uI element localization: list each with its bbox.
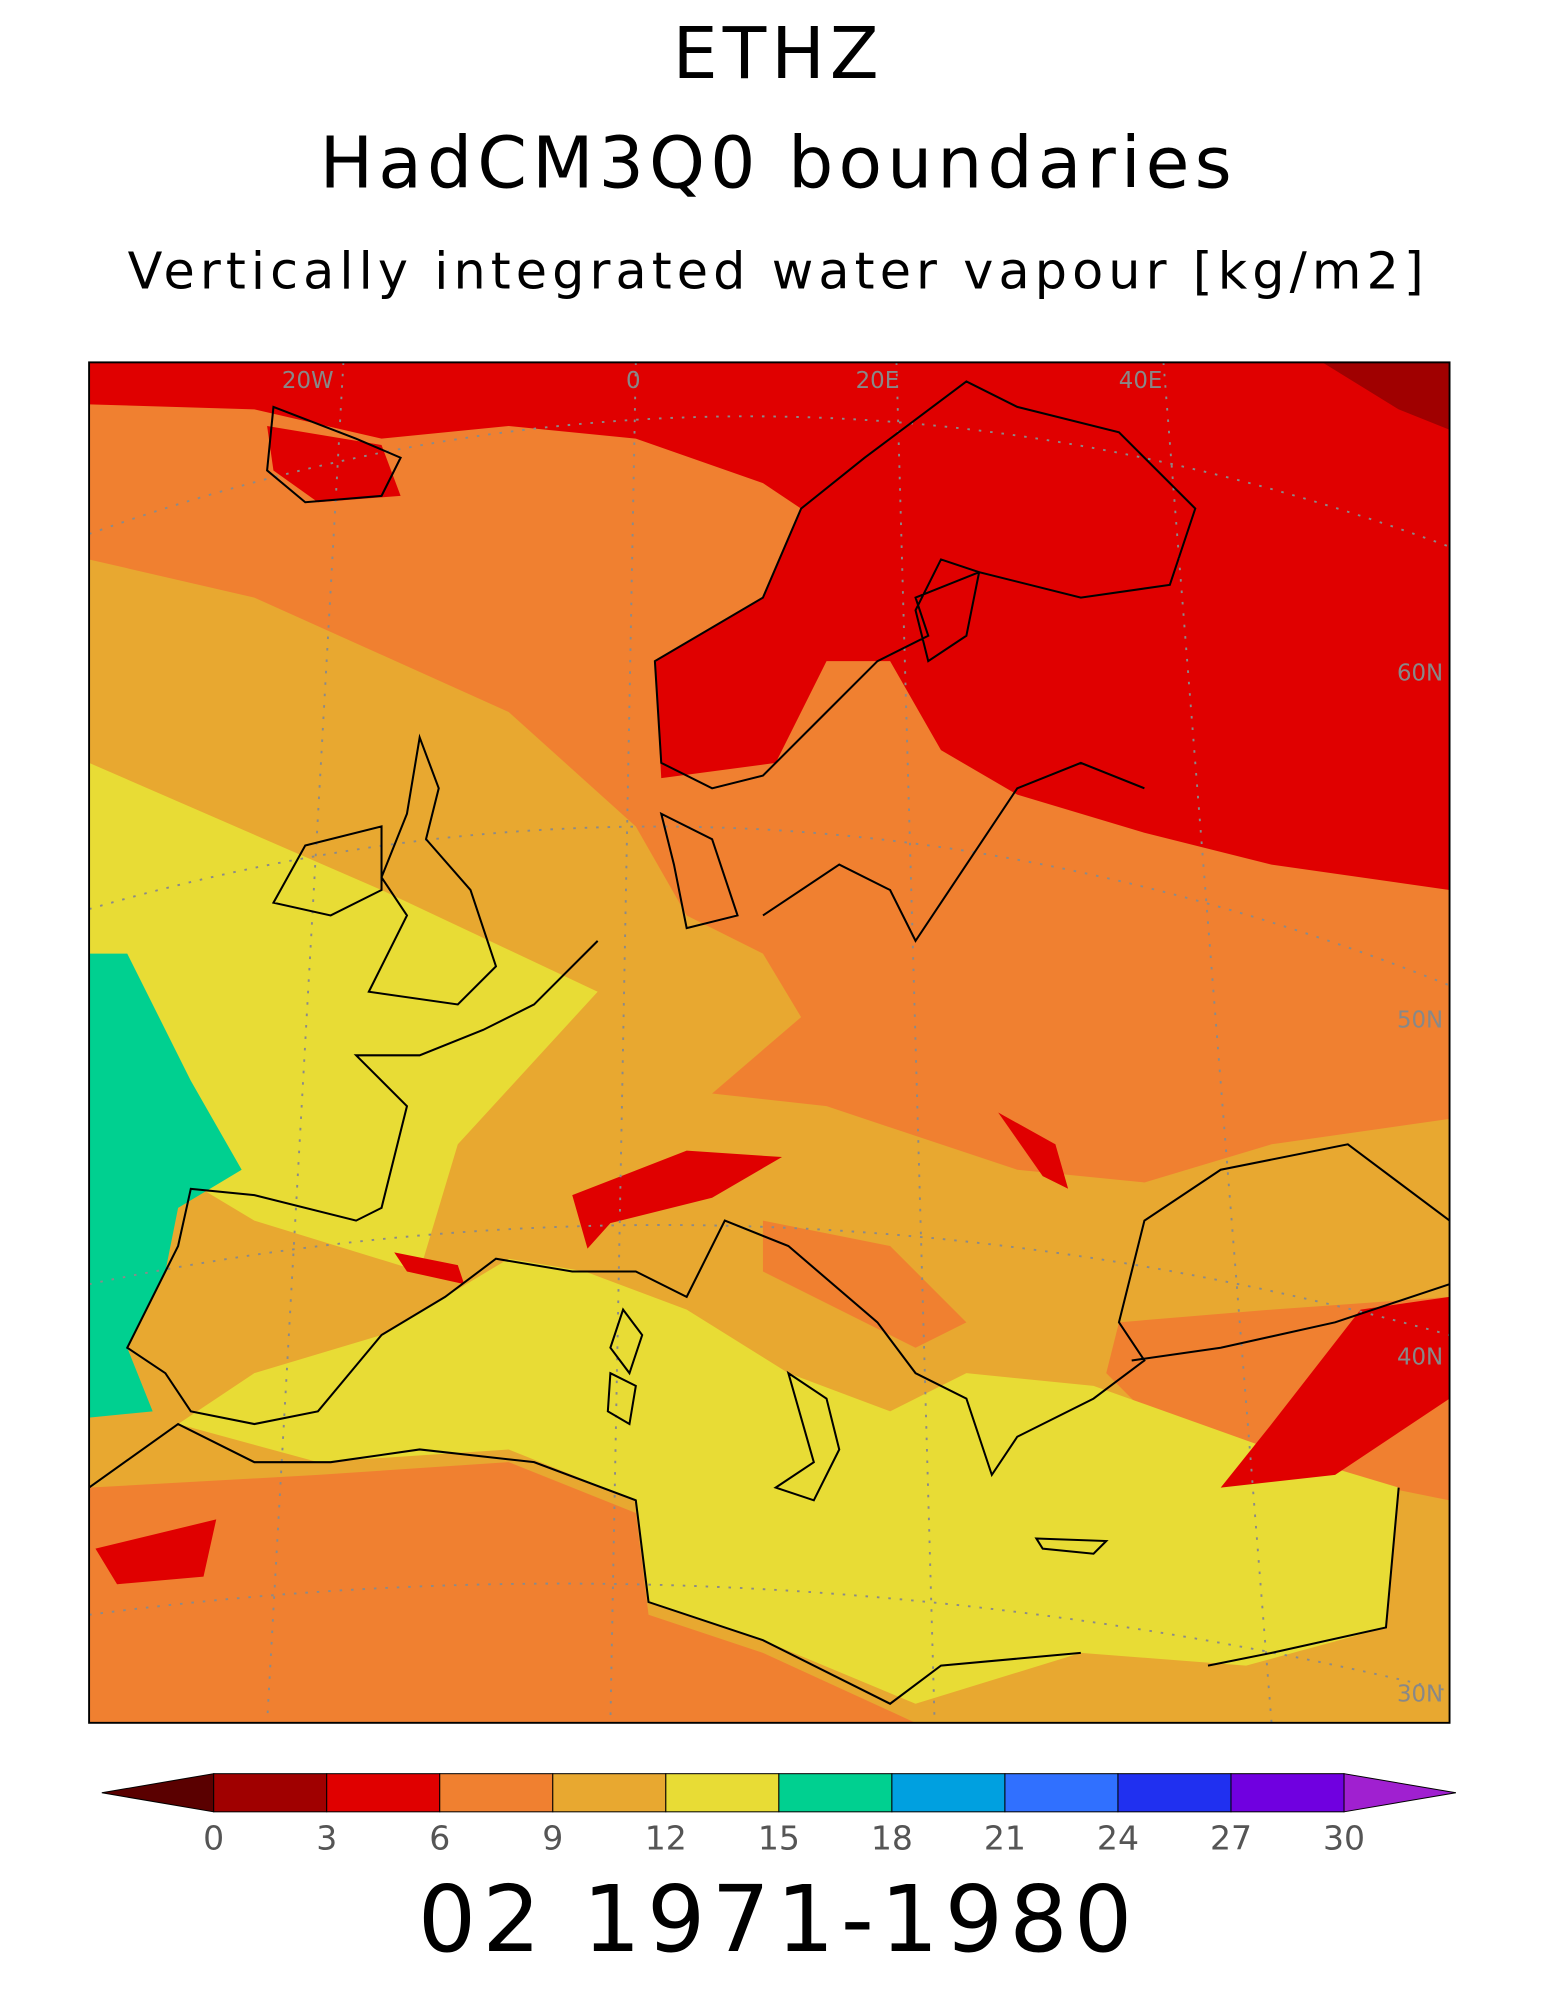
lon-label: 20E <box>856 368 900 394</box>
field-region <box>1322 362 1450 430</box>
field-region <box>89 953 242 1418</box>
map-frame <box>88 361 1451 1724</box>
colorbar-tick-label: 0 <box>203 1818 224 1857</box>
colorbar-bin <box>778 1773 893 1813</box>
colorbar-tick-label: 12 <box>645 1818 687 1857</box>
colorbar: 0 3 6 9 12 15 18 21 24 27 30 <box>101 1773 1456 1857</box>
colorbar-bin <box>1230 1773 1345 1813</box>
colorbar-bin <box>665 1773 780 1813</box>
colorbar-tick-label: 21 <box>984 1818 1026 1857</box>
title: ETHZ <box>673 12 884 95</box>
field-region <box>267 425 401 503</box>
lat-label: 30N <box>1397 1681 1443 1707</box>
colorbar-tick-label: 9 <box>542 1818 563 1857</box>
map-field <box>89 362 1450 1723</box>
field-region <box>394 1252 465 1285</box>
field-region <box>572 1150 783 1249</box>
colorbar-tick-label: 24 <box>1097 1818 1139 1857</box>
lat-label: 40N <box>1397 1344 1443 1370</box>
field-region <box>89 362 1450 891</box>
colorbar-bin <box>439 1773 554 1813</box>
colorbar-tick-label: 27 <box>1210 1818 1252 1857</box>
colorbar-tick-label: 6 <box>429 1818 450 1857</box>
colorbar-bin <box>552 1773 667 1813</box>
field-region <box>1118 1163 1450 1310</box>
variable-title: Vertically integrated water vapour [kg/m… <box>128 242 1429 301</box>
lat-label: 50N <box>1397 1007 1443 1033</box>
colorbar-tick-label: 18 <box>871 1818 913 1857</box>
colorbar-bin <box>1117 1773 1232 1813</box>
colorbar-bin <box>213 1773 328 1813</box>
footer: 02 1971-1980 <box>418 1866 1139 1973</box>
field-region <box>998 1112 1069 1189</box>
colorbar-bin <box>326 1773 441 1813</box>
lon-label: 40E <box>1119 368 1163 394</box>
colorbar-tick-label: 30 <box>1323 1818 1365 1857</box>
lon-label: 20W <box>282 368 334 394</box>
field-region <box>95 1519 217 1585</box>
coastline <box>89 380 1450 1705</box>
colorbar-bin <box>1004 1773 1119 1813</box>
lon-label: 0 <box>626 368 641 394</box>
subtitle: HadCM3Q0 boundaries <box>320 121 1237 204</box>
field-region <box>762 1220 967 1348</box>
colorbar-tick-label: 3 <box>316 1818 337 1857</box>
field-region <box>1220 1296 1450 1488</box>
field-region <box>178 1258 1399 1704</box>
colorbar-over <box>1343 1773 1456 1813</box>
field-region <box>89 1462 916 1723</box>
colorbar-bin <box>891 1773 1006 1813</box>
colorbar-under <box>101 1773 215 1813</box>
lat-label: 60N <box>1397 660 1443 686</box>
colorbar-tick-label: 15 <box>758 1818 800 1857</box>
